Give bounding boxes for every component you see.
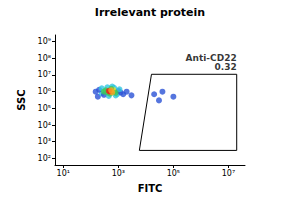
svg-text:10⁷: 10⁷ <box>38 70 51 79</box>
svg-text:FITC: FITC <box>138 183 163 194</box>
svg-text:10⁵: 10⁵ <box>167 169 180 178</box>
svg-text:10³: 10³ <box>38 137 51 146</box>
svg-text:10⁷: 10⁷ <box>222 169 235 178</box>
svg-text:10⁹: 10⁹ <box>38 37 51 46</box>
svg-text:10⁴: 10⁴ <box>38 121 51 130</box>
svg-text:0.32: 0.32 <box>214 62 236 72</box>
svg-text:SSC: SSC <box>16 89 27 110</box>
svg-text:Anti-CD22: Anti-CD22 <box>185 52 237 63</box>
svg-text:10⁵: 10⁵ <box>38 104 51 113</box>
svg-text:10⁶: 10⁶ <box>38 87 51 96</box>
svg-text:Irrelevant protein: Irrelevant protein <box>95 6 205 19</box>
svg-text:10⁸: 10⁸ <box>38 54 51 63</box>
svg-text:10²: 10² <box>38 154 51 163</box>
svg-text:10³: 10³ <box>112 169 125 178</box>
svg-text:10¹: 10¹ <box>57 169 70 178</box>
